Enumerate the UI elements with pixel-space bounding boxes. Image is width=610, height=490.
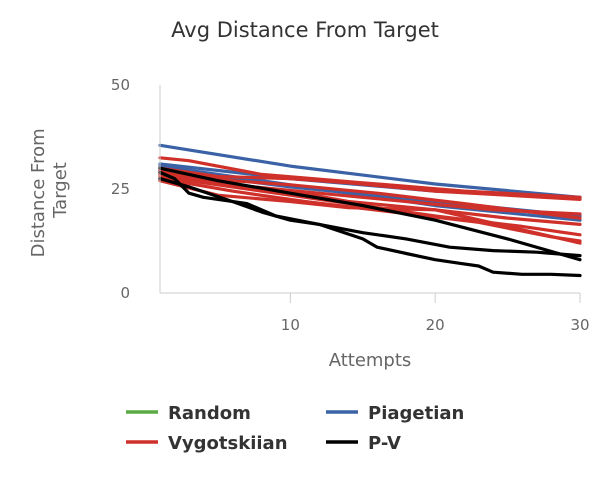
axes — [159, 85, 580, 294]
plot-area — [158, 143, 582, 278]
legend-item-piagetian[interactable]: Piagetian — [368, 403, 464, 424]
y-axis-ticks: 0 25 50 — [111, 76, 130, 302]
series-line-vygotskiian — [158, 166, 582, 201]
y-axis-title-line-2: Target — [50, 162, 71, 219]
y-tick-label: 0 — [120, 284, 130, 302]
series-line-p-v — [158, 177, 582, 278]
legend-item-random[interactable]: Random — [168, 403, 251, 424]
series-line-piagetian — [158, 143, 582, 199]
y-tick-label: 50 — [111, 76, 130, 94]
legend-item-p-v[interactable]: P-V — [368, 433, 401, 454]
legend-item-vygotskiian[interactable]: Vygotskiian — [168, 433, 288, 454]
x-tick-label: 10 — [281, 316, 300, 334]
x-tick-label: 20 — [426, 316, 445, 334]
chart-title: Avg Distance From Target — [171, 18, 439, 42]
x-tick-label: 30 — [570, 316, 589, 334]
y-tick-label: 25 — [111, 180, 130, 198]
x-axis-title: Attempts — [329, 350, 412, 371]
y-axis-title-line-1: Distance From — [28, 128, 49, 257]
legend: Random Piagetian Vygotskiian P-V — [126, 403, 464, 454]
series-line-p-v — [158, 166, 582, 262]
x-axis-ticks: 10 20 30 — [281, 293, 590, 334]
y-axis-title: Distance From Target — [28, 123, 71, 258]
series-line-vygotskiian — [158, 170, 582, 220]
